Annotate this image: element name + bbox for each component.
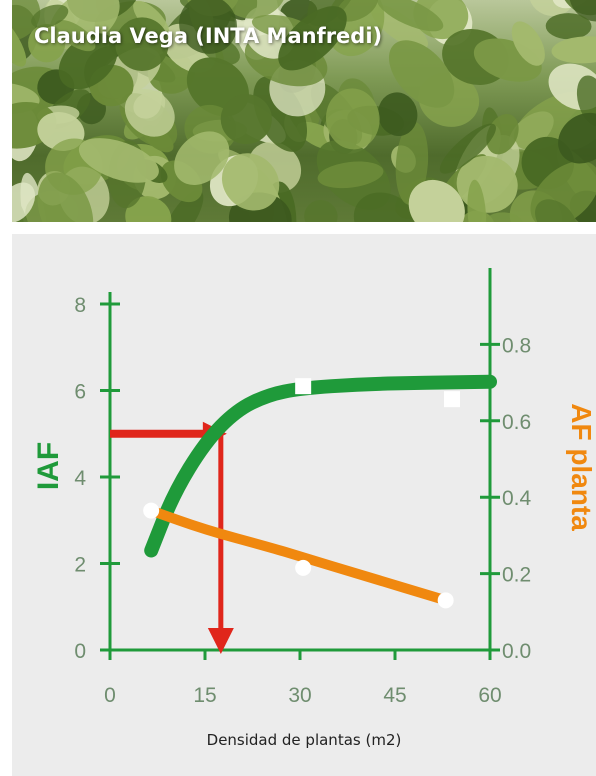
iaf-data-point [444,391,460,408]
x-tick-label: 15 [193,684,216,707]
y-right-tick-label: 0.0 [502,640,531,663]
af-planta-curve [146,505,451,606]
y-left-axis-title: IAF [32,442,65,490]
leaf [58,33,118,90]
y-left-tick-label: 4 [74,467,86,490]
header-photo: Claudia Vega (INTA Manfredi) [12,0,596,222]
leaf [484,212,524,222]
leaf [569,0,596,22]
leaf [221,153,280,211]
leaf [304,200,338,222]
leaf [325,88,380,150]
leaf [163,190,204,222]
leaf [558,112,596,164]
leaf [220,94,272,145]
leaf [12,11,27,67]
leaf [408,179,465,222]
af-planta-data-point [295,559,312,576]
x-tick-label: 45 [383,684,406,707]
leaf [378,92,418,137]
x-tick-label: 30 [288,684,311,707]
leaf [54,20,96,52]
leaf [486,113,519,155]
leaf [376,0,444,32]
leaf [535,199,577,222]
x-tick-label: 60 [478,684,501,707]
y-right-axis-title: AF planta [566,403,596,531]
y-left-tick-label: 0 [74,640,86,663]
iaf-curve [144,374,497,558]
leaf [12,182,36,222]
leaf [133,92,162,119]
y-left-tick-label: 2 [74,554,86,577]
iaf-density-chart: 0 15 30 45 60 0 2 4 6 8 0.0 0.2 0.4 0.6 0.8 IAF AF plant… [32,268,596,707]
leaf [174,131,230,185]
af-planta-data-point [143,502,160,519]
y-right-tick-label: 0.8 [502,334,531,357]
leaf [336,0,378,22]
leaf [224,0,287,19]
af-planta-data-point [437,592,454,609]
leaf [37,172,94,222]
leaf [511,21,545,66]
leaf [115,17,169,71]
leaf [278,6,347,71]
y-left-tick-label: 8 [74,294,86,317]
vertical-arrow-head [207,628,234,654]
leaf [28,24,66,63]
photo-credit: Claudia Vega (INTA Manfredi) [34,24,383,48]
y-right-tick-label: 0.4 [502,487,532,510]
x-axis-label: Densidad de plantas (m2) [206,731,402,749]
leaf [12,0,41,42]
leaf [545,13,592,40]
leaf [179,0,237,54]
leaf [125,196,172,222]
leaf [78,138,159,183]
leaf [467,179,487,222]
soybean-leaves-photo [12,0,596,222]
y-right-tick-label: 0.2 [502,564,531,587]
leaf [439,123,496,174]
leaf [317,161,384,189]
leaf [353,192,419,222]
leaf [370,4,428,50]
x-tick-label: 0 [104,684,116,707]
y-left-tick-label: 6 [74,381,86,404]
chart-panel: 0 15 30 45 60 0 2 4 6 8 0.0 0.2 0.4 0.6 0.8 IAF AF plant… [12,234,596,776]
leaf [31,4,69,28]
leaf [551,36,596,64]
leaf [388,40,455,108]
y-right-tick-label: 0.6 [502,411,531,434]
iaf-data-point [295,378,312,395]
